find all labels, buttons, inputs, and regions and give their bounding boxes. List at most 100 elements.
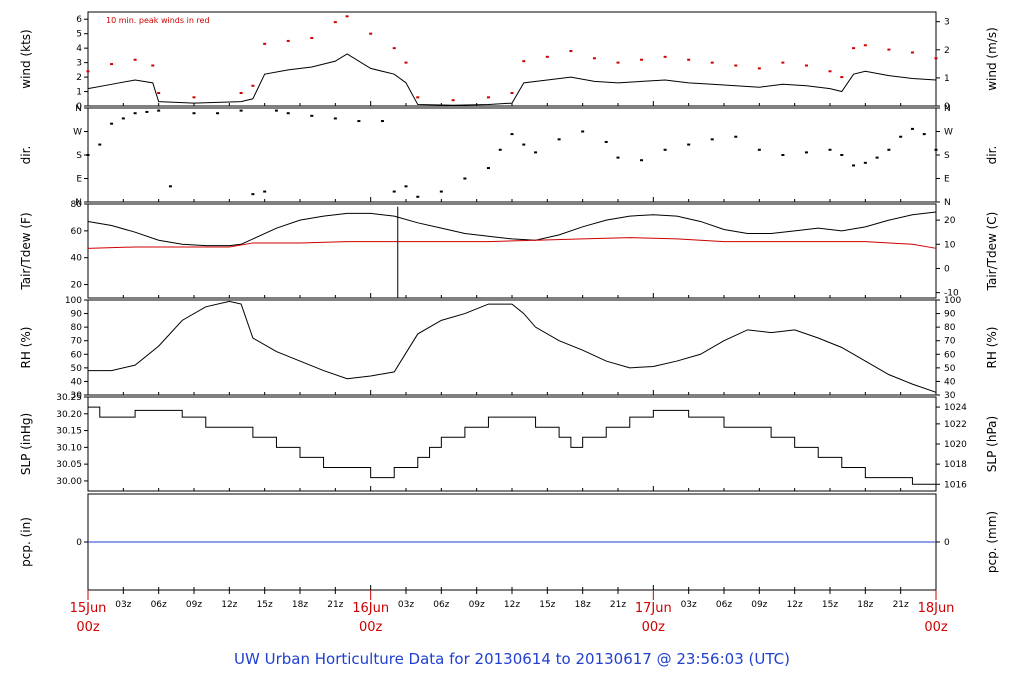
series-point-dir-0 bbox=[498, 148, 502, 151]
ytick-label-left-temp: 80 bbox=[71, 200, 83, 210]
ylabel-right-wind: wind (m/s) bbox=[985, 27, 999, 91]
ytick-label-left-slp: 30.20 bbox=[56, 410, 82, 420]
ytick-label-right-rh: 100 bbox=[944, 296, 961, 306]
ytick-label-right-dir: E bbox=[944, 175, 950, 185]
series-point-dir-0 bbox=[98, 143, 102, 146]
series-point-dir-0 bbox=[840, 154, 844, 156]
series-point-wind-1 bbox=[192, 96, 196, 99]
time-tick-label: 21z bbox=[610, 600, 626, 610]
ylabel-left-dir: dir. bbox=[19, 146, 33, 165]
series-point-dir-0 bbox=[380, 120, 384, 123]
ytick-label-left-rh: 50 bbox=[71, 364, 83, 374]
ytick-label-right-rh: 40 bbox=[944, 377, 956, 387]
time-tick-label: 21z bbox=[327, 600, 343, 610]
series-point-wind-1 bbox=[345, 15, 349, 18]
time-tick-label: 03z bbox=[115, 600, 131, 610]
series-point-dir-0 bbox=[263, 190, 267, 193]
series-point-wind-1 bbox=[852, 47, 856, 50]
series-point-dir-0 bbox=[863, 161, 867, 164]
ytick-label-left-wind: 3 bbox=[76, 59, 82, 69]
time-major-label-hour: 00z bbox=[359, 620, 383, 635]
time-tick-label: 12z bbox=[221, 600, 237, 610]
ytick-label-left-rh: 100 bbox=[65, 296, 82, 306]
time-tick-label: 12z bbox=[787, 600, 803, 610]
ylabel-left-slp: SLP (inHg) bbox=[19, 413, 33, 475]
series-point-dir-0 bbox=[286, 112, 290, 115]
ytick-label-left-dir: N bbox=[75, 104, 82, 114]
series-point-dir-0 bbox=[910, 127, 914, 130]
series-point-wind-1 bbox=[333, 21, 337, 24]
series-point-wind-1 bbox=[404, 61, 408, 64]
ytick-label-right-temp: 10 bbox=[944, 240, 956, 250]
time-major-label-day: 16Jun bbox=[352, 601, 389, 616]
panel-frame-temp bbox=[87, 203, 937, 299]
time-tick-label: 03z bbox=[398, 600, 414, 610]
series-point-dir-0 bbox=[663, 148, 667, 151]
series-step-slp-0 bbox=[88, 406, 936, 485]
ytick-label-left-slp: 30.15 bbox=[56, 427, 82, 437]
chart-title: UW Urban Horticulture Data for 20130614 … bbox=[234, 650, 790, 668]
series-point-dir-0 bbox=[899, 135, 903, 138]
series-point-wind-1 bbox=[416, 96, 420, 99]
series-point-wind-1 bbox=[151, 64, 155, 67]
series-point-dir-0 bbox=[145, 110, 149, 113]
panel-frame-rh bbox=[87, 299, 937, 396]
series-point-dir-0 bbox=[781, 154, 785, 156]
ytick-label-right-rh: 50 bbox=[944, 364, 956, 374]
ytick-label-left-pcp: 0 bbox=[76, 538, 82, 548]
series-point-dir-0 bbox=[510, 133, 514, 136]
series-point-dir-0 bbox=[640, 159, 644, 162]
ytick-label-left-slp: 30.10 bbox=[56, 443, 82, 453]
series-point-dir-0 bbox=[710, 138, 714, 141]
series-point-wind-1 bbox=[663, 55, 667, 58]
ytick-label-right-wind: 0 bbox=[944, 102, 950, 112]
time-tick-label: 06z bbox=[433, 600, 449, 610]
ytick-label-right-dir: N bbox=[944, 198, 951, 208]
ytick-label-right-pcp: 0 bbox=[944, 538, 950, 548]
ytick-label-right-temp: 20 bbox=[944, 216, 956, 226]
time-major-label-hour: 00z bbox=[924, 620, 948, 635]
series-point-wind-1 bbox=[251, 84, 255, 87]
series-point-dir-0 bbox=[581, 130, 585, 133]
series-point-dir-0 bbox=[522, 143, 526, 146]
series-point-wind-1 bbox=[910, 51, 914, 54]
series-point-wind-1 bbox=[804, 64, 808, 67]
ytick-label-left-wind: 4 bbox=[76, 44, 82, 54]
ylabel-right-dir: dir. bbox=[985, 146, 999, 165]
ytick-label-left-dir: W bbox=[73, 128, 82, 138]
series-point-dir-0 bbox=[216, 112, 220, 115]
time-tick-label: 12z bbox=[504, 600, 520, 610]
ytick-label-right-slp: 1024 bbox=[944, 403, 967, 413]
time-tick-label: 15z bbox=[822, 600, 838, 610]
ytick-label-right-slp: 1016 bbox=[944, 480, 967, 490]
ytick-label-right-temp: 0 bbox=[944, 264, 950, 274]
ytick-label-left-rh: 70 bbox=[71, 337, 83, 347]
ytick-label-right-rh: 80 bbox=[944, 323, 956, 333]
time-tick-label: 18z bbox=[575, 600, 591, 610]
series-point-wind-1 bbox=[863, 44, 867, 47]
ytick-label-left-rh: 80 bbox=[71, 323, 83, 333]
ytick-label-left-temp: 60 bbox=[71, 227, 83, 237]
series-point-wind-1 bbox=[369, 32, 373, 35]
ytick-label-left-rh: 30 bbox=[71, 391, 83, 401]
series-point-dir-0 bbox=[310, 114, 314, 117]
ytick-label-left-rh: 40 bbox=[71, 377, 83, 387]
series-point-wind-1 bbox=[157, 91, 161, 94]
series-point-wind-1 bbox=[734, 64, 738, 67]
ytick-label-left-rh: 60 bbox=[71, 350, 83, 360]
ytick-label-right-slp: 1020 bbox=[944, 440, 967, 450]
time-major-label-day: 15Jun bbox=[70, 601, 107, 616]
ytick-label-right-wind: 1 bbox=[944, 74, 950, 84]
series-point-wind-1 bbox=[239, 91, 243, 94]
series-point-wind-1 bbox=[710, 61, 714, 64]
series-point-wind-1 bbox=[510, 91, 514, 94]
panel-frame-wind bbox=[87, 11, 937, 107]
series-point-dir-0 bbox=[357, 120, 361, 123]
series-point-wind-1 bbox=[934, 57, 938, 60]
series-point-wind-1 bbox=[592, 57, 596, 60]
time-tick-label: 18z bbox=[857, 600, 873, 610]
series-point-dir-0 bbox=[168, 185, 172, 188]
series-point-dir-0 bbox=[534, 151, 538, 154]
